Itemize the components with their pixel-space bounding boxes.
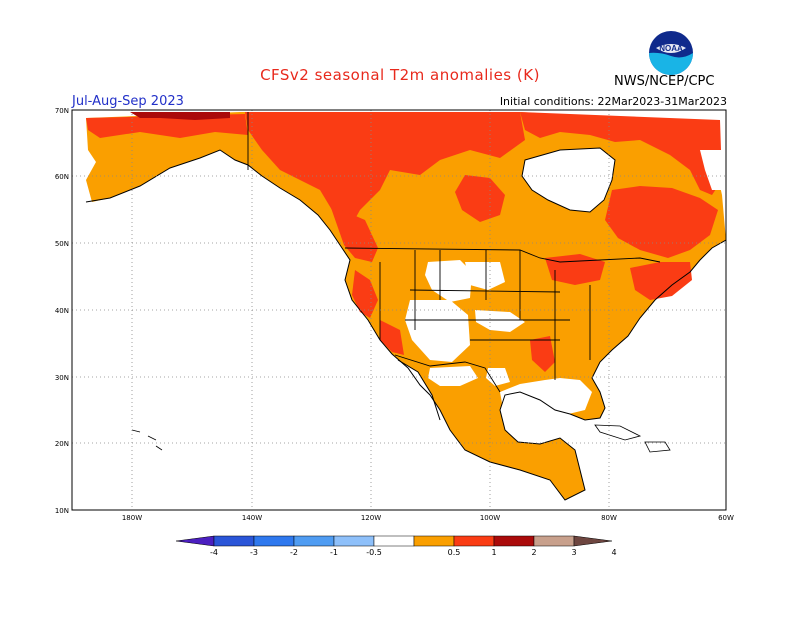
gulf-of-california: [398, 360, 440, 420]
graticule: [72, 110, 726, 510]
legend-swatch: [453, 535, 495, 547]
lon-label: 60W: [718, 514, 734, 522]
legend-arrow-low: [175, 535, 215, 547]
legend-arrow-high: [573, 535, 613, 547]
legend-label: 4: [611, 548, 616, 557]
anomaly-2-3K: [130, 112, 230, 120]
lon-label: 100W: [480, 514, 500, 522]
legend-label: -0.5: [366, 548, 382, 557]
anomaly-field: [86, 112, 726, 500]
legend-label: -4: [210, 548, 218, 557]
noaa-logo: NOAA: [648, 30, 694, 76]
map-frame: [71, 109, 727, 511]
lat-label: 60N: [55, 173, 69, 181]
legend-swatch: [333, 535, 375, 547]
agency-label: NWS/NCEP/CPC: [614, 74, 715, 89]
coastlines: [85, 147, 726, 501]
legend-label: -3: [250, 548, 258, 557]
legend-swatch: [253, 535, 295, 547]
political-boundaries: [247, 112, 661, 393]
lat-label: 10N: [55, 507, 69, 515]
lon-label: 180W: [122, 514, 142, 522]
legend-label: -1: [330, 548, 338, 557]
lat-label: 40N: [55, 307, 69, 315]
lat-label: 70N: [55, 107, 69, 115]
anomaly-1-2K: [86, 112, 722, 372]
legend-swatch: [413, 535, 455, 547]
longitude-labels: 180W 140W 120W 100W 80W 60W: [122, 514, 734, 522]
legend-label: 0.5: [448, 548, 461, 557]
initial-conditions-label: Initial conditions: 22Mar2023-31Mar2023: [499, 95, 727, 108]
legend-swatch: [493, 535, 535, 547]
lat-label: 50N: [55, 240, 69, 248]
color-legend: -4 -3 -2 -1 -0.5 0.5 1 2 3 4: [175, 535, 617, 557]
logo-text: NOAA: [659, 44, 683, 53]
lon-label: 120W: [361, 514, 381, 522]
latitude-labels: 70N 60N 50N 40N 30N 20N 10N: [55, 107, 69, 515]
labrador-sea: [700, 150, 726, 190]
hudson-bay: [522, 148, 615, 212]
legend-swatch: [213, 535, 255, 547]
lon-label: 140W: [242, 514, 262, 522]
gulf-of-mexico: [500, 378, 592, 424]
season-label: Jul-Aug-Sep 2023: [72, 94, 184, 109]
legend-swatch: [373, 535, 415, 547]
near-normal-patches: [405, 260, 525, 386]
map-title: CFSv2 seasonal T2m anomalies (K): [260, 66, 540, 84]
legend-label: 2: [531, 548, 536, 557]
lon-label: 80W: [601, 514, 617, 522]
lat-label: 20N: [55, 440, 69, 448]
legend-label: -2: [290, 548, 298, 557]
legend-swatch: [533, 535, 575, 547]
lat-label: 30N: [55, 374, 69, 382]
legend-swatch: [293, 535, 335, 547]
legend-label: 3: [571, 548, 576, 557]
legend-label: 1: [491, 548, 496, 557]
caribbean-islands: [131, 424, 671, 453]
